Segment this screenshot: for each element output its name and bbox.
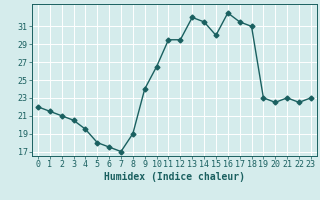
X-axis label: Humidex (Indice chaleur): Humidex (Indice chaleur) (104, 172, 245, 182)
